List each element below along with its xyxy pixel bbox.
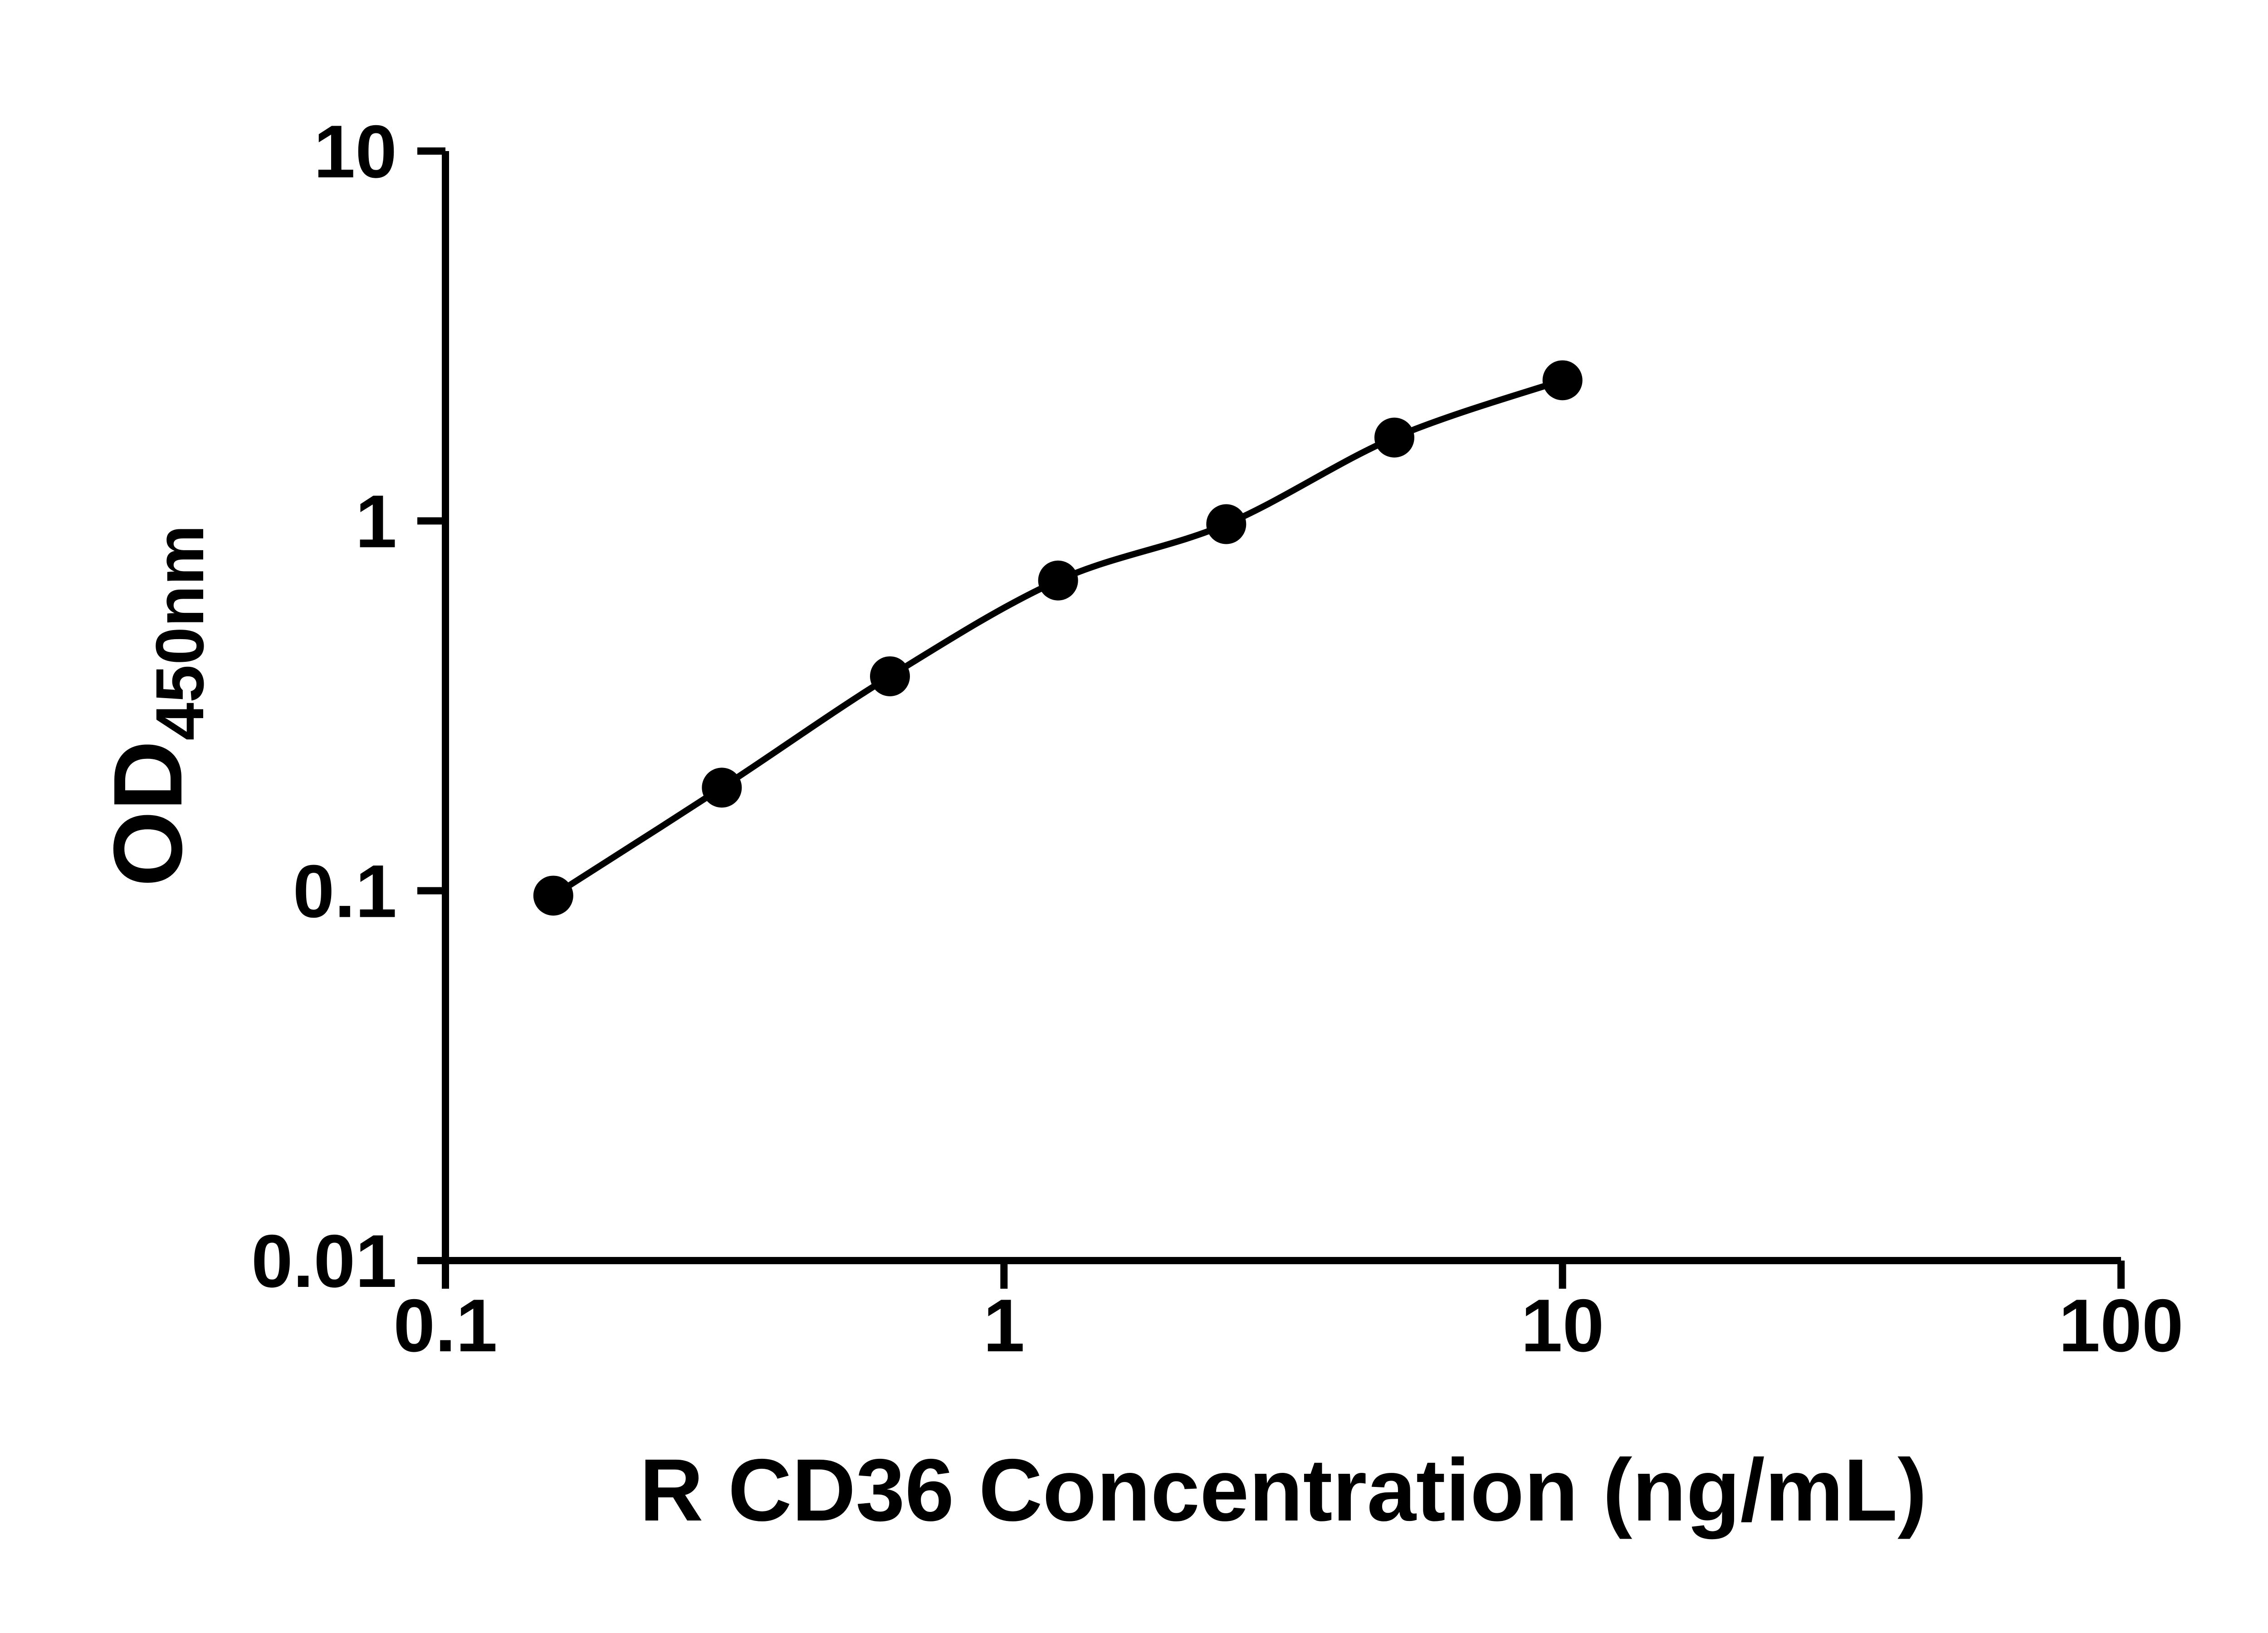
data-point [1038,560,1078,601]
x-tick-label: 1 [983,1284,1025,1367]
data-point [533,875,573,916]
x-tick-label: 10 [1521,1284,1604,1367]
data-series [533,360,1583,916]
data-point [1206,504,1246,544]
axes [442,151,2121,1264]
x-tick-label: 0.1 [393,1284,497,1367]
y-tick-label: 10 [313,110,397,193]
tick-marks [417,147,2125,1289]
y-axis-title-subscript: 450nm [142,525,218,740]
y-axis-title: OD450nm [93,525,218,887]
data-point [870,656,910,696]
y-tick-label: 0.01 [251,1219,397,1303]
x-tick-label: 100 [2058,1284,2183,1367]
x-axis-title: R CD36 Concentration (ng/mL) [640,1441,1927,1540]
y-axis-title-main: OD [93,740,202,887]
data-point [1374,417,1414,458]
fit-curve [552,377,1564,899]
y-tick-label: 0.1 [293,850,397,933]
data-point [702,768,742,808]
y-tick-label: 1 [355,479,397,563]
data-point [1542,360,1583,401]
